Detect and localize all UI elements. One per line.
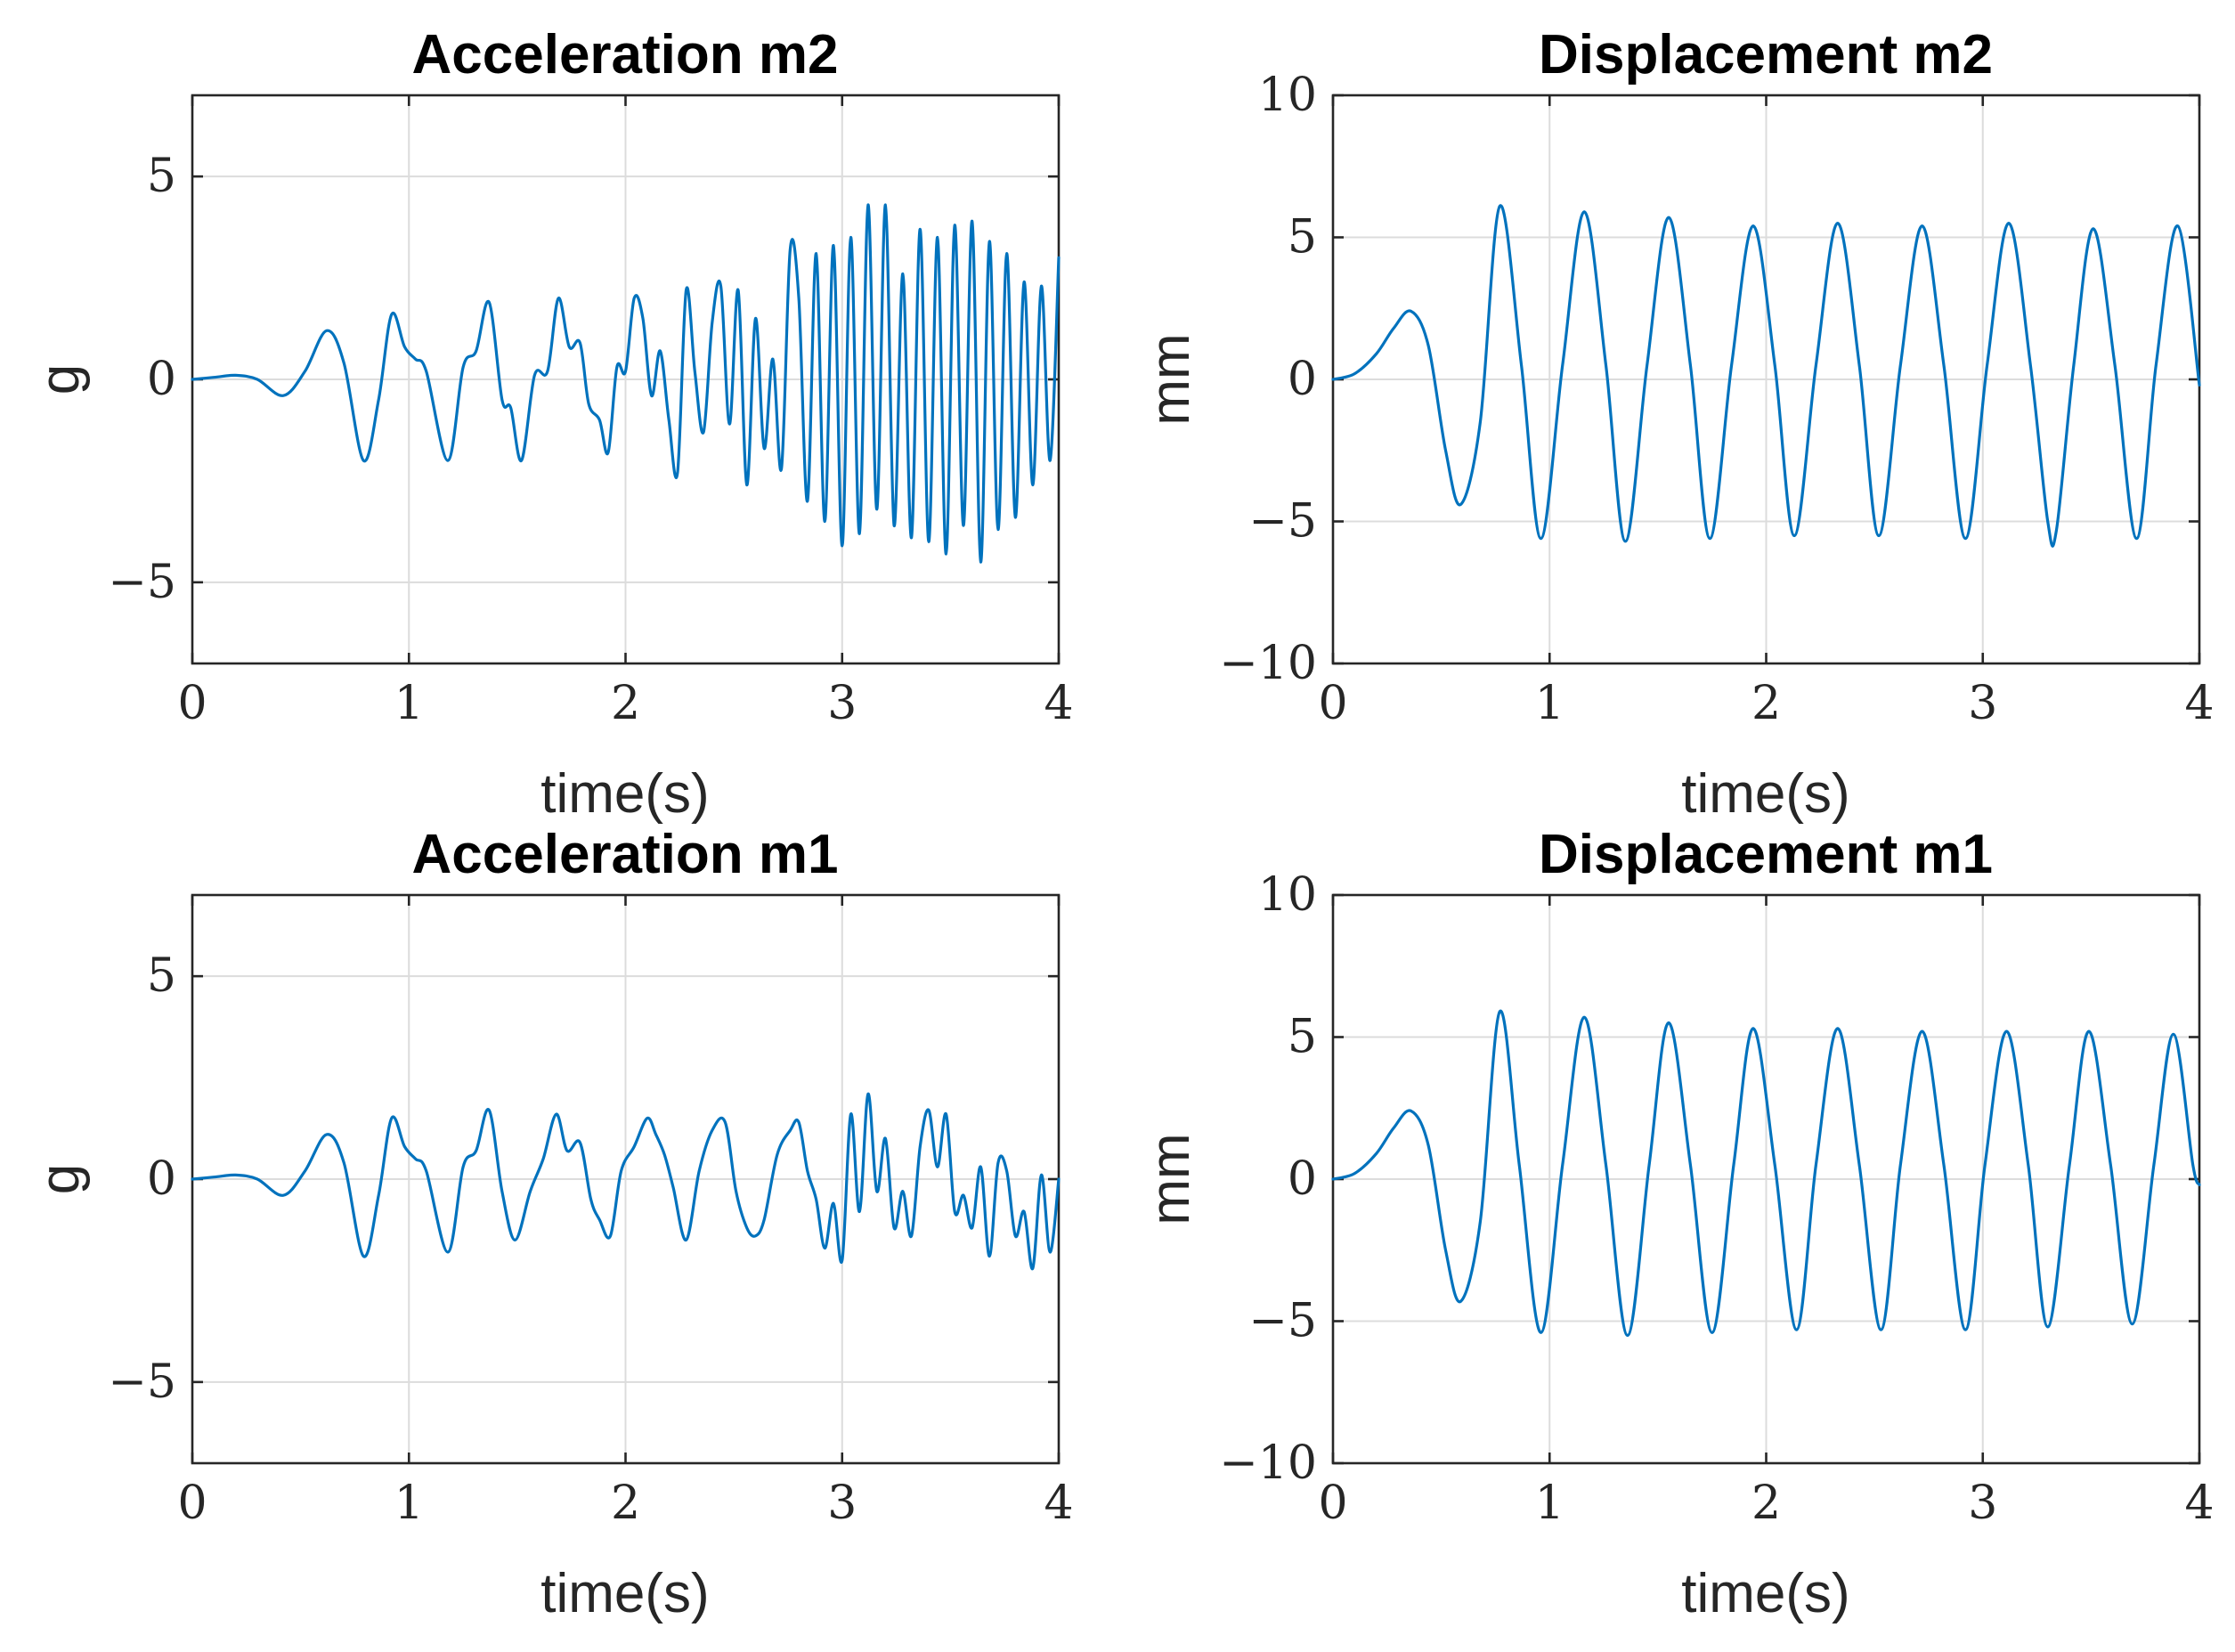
- y-tick-label: 10: [1258, 868, 1317, 922]
- x-axis-label: time(s): [1681, 763, 1849, 825]
- y-tick-label: −5: [108, 556, 176, 609]
- x-tick-label: 0: [1318, 1477, 1347, 1530]
- x-tick-label: 4: [2184, 1477, 2214, 1530]
- y-tick-label: −5: [1248, 495, 1317, 549]
- chart-title: Displacement m2: [1539, 24, 1993, 85]
- x-tick-label: 1: [394, 1477, 424, 1530]
- panel-displacement-m2: 0 1 2 3 4 −10 −5 0 5 10 Displacement m2 time(s) m…: [1140, 24, 2215, 825]
- x-tick-label: 2: [1751, 1477, 1781, 1530]
- x-tick-label: 2: [1751, 677, 1781, 730]
- y-tick-label: 0: [1288, 1152, 1317, 1206]
- y-tick-label: 5: [1288, 1011, 1317, 1064]
- y-tick-label: 0: [147, 353, 176, 406]
- y-axis-label: g: [29, 1164, 91, 1194]
- y-axis-label: mm: [1140, 1133, 1201, 1225]
- y-tick-label: −5: [108, 1355, 176, 1409]
- y-tick-label: −10: [1219, 637, 1317, 690]
- x-tick-label: 1: [1535, 677, 1564, 730]
- y-tick-label: 0: [147, 1152, 176, 1206]
- chart-title: Acceleration m2: [412, 24, 839, 85]
- x-tick-label: 1: [1535, 1477, 1564, 1530]
- y-tick-label: 5: [147, 949, 176, 1003]
- y-tick-label: 5: [147, 150, 176, 203]
- panel-displacement-m1: 0 1 2 3 4 −10 −5 0 5 10 Displacement m1 time(s) m…: [1140, 824, 2215, 1624]
- y-axis-label: g: [29, 364, 91, 395]
- x-tick-label: 0: [177, 1477, 207, 1530]
- x-tick-label: 3: [1968, 1477, 1997, 1530]
- x-tick-label: 2: [611, 677, 640, 730]
- x-axis-label: time(s): [540, 1563, 709, 1624]
- series-line: [191, 203, 1061, 564]
- y-axis-label: mm: [1140, 333, 1201, 425]
- chart-title: Acceleration m1: [412, 824, 839, 885]
- series-line: [1331, 1009, 2201, 1338]
- y-tick-label: 10: [1258, 69, 1317, 122]
- x-tick-label: 4: [1044, 1477, 1073, 1530]
- panel-acceleration-m2: 0 1 2 3 4 −5 0 5 Acceleration m2 time(s) g: [29, 24, 1074, 825]
- x-tick-label: 0: [177, 677, 207, 730]
- x-tick-label: 3: [827, 1477, 857, 1530]
- x-tick-label: 4: [1044, 677, 1073, 730]
- y-tick-label: 0: [1288, 353, 1317, 406]
- x-tick-label: 0: [1318, 677, 1347, 730]
- x-tick-label: 4: [2184, 677, 2214, 730]
- chart-title: Displacement m1: [1539, 824, 1993, 885]
- x-tick-label: 3: [1968, 677, 1997, 730]
- y-tick-label: −10: [1219, 1436, 1317, 1490]
- series-line: [191, 1092, 1061, 1270]
- x-tick-label: 1: [394, 677, 424, 730]
- y-tick-label: 5: [1288, 211, 1317, 264]
- series-line: [1331, 204, 2201, 548]
- x-axis-label: time(s): [1681, 1563, 1849, 1624]
- y-tick-label: −5: [1248, 1295, 1317, 1348]
- x-tick-label: 2: [611, 1477, 640, 1530]
- x-tick-label: 3: [827, 677, 857, 730]
- panel-acceleration-m1: 0 1 2 3 4 −5 0 5 Acceleration m1 time(s) g: [29, 824, 1074, 1624]
- x-axis-label: time(s): [540, 763, 709, 825]
